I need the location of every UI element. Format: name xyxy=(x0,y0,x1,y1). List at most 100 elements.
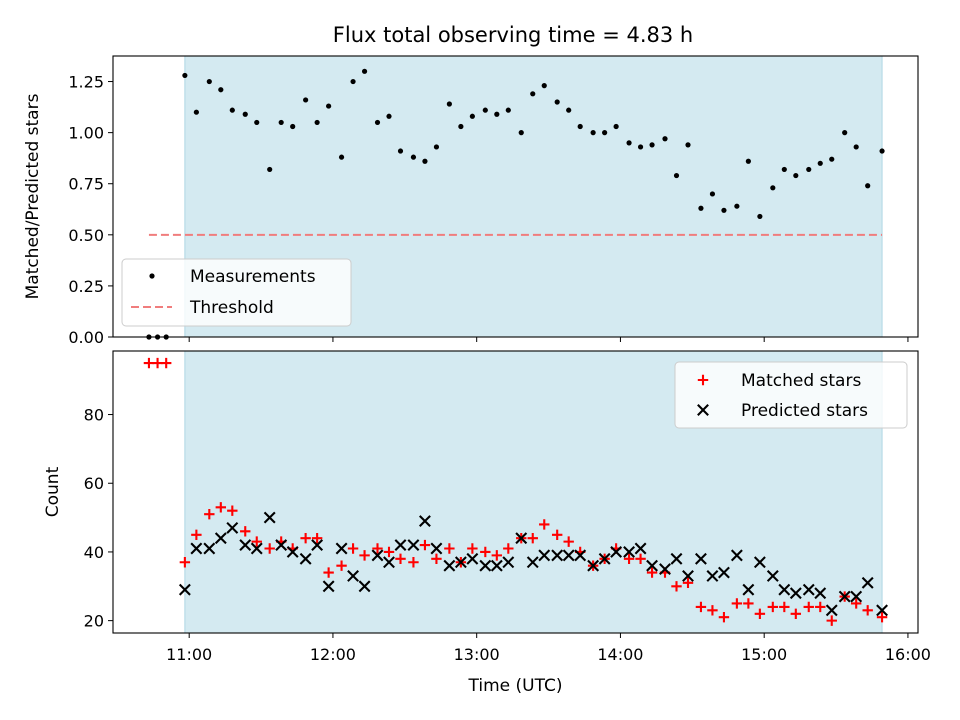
bottom-data-marks xyxy=(143,357,889,626)
top-legend: Measurements Threshold xyxy=(121,258,352,327)
predicted-star-point xyxy=(394,539,407,552)
matched-star-point xyxy=(336,560,347,571)
predicted-star-point xyxy=(358,580,371,593)
measurement-point xyxy=(709,191,716,197)
measurement-point xyxy=(829,156,835,162)
predicted-star-point xyxy=(371,549,384,562)
predicted-star-point xyxy=(623,545,636,558)
top-y-tick-label: 0.25 xyxy=(68,277,104,296)
predicted-star-point xyxy=(789,587,802,600)
predicted-star-point xyxy=(239,539,252,552)
measurement-point xyxy=(865,183,871,189)
matched-star-point xyxy=(779,601,790,613)
measurement-point xyxy=(530,91,536,97)
top-axes-frame xyxy=(112,55,919,338)
predicted-star-point xyxy=(322,580,335,593)
matched-star-point xyxy=(563,536,574,547)
predicted-star-point xyxy=(479,559,492,572)
predicted-star-point xyxy=(299,552,312,565)
top-y-tick-label: 0.00 xyxy=(68,328,104,347)
chart-title: Flux total observing time = 4.83 h xyxy=(333,23,693,47)
legend-label-threshold: Threshold xyxy=(189,298,274,318)
matched-star-point xyxy=(300,532,311,544)
predicted-star-point xyxy=(802,583,815,596)
measurement-point xyxy=(303,97,309,103)
predicted-star-point xyxy=(634,542,647,555)
matched-star-point xyxy=(372,543,383,554)
matched-star-point xyxy=(803,601,814,613)
predicted-star-point xyxy=(670,552,683,565)
matched-star-point xyxy=(718,612,730,623)
predicted-star-point xyxy=(526,556,539,569)
measurement-point xyxy=(590,130,596,136)
measurement-point xyxy=(793,172,799,179)
measurement-point xyxy=(361,68,368,74)
bottom-x-tick-label: 16:00 xyxy=(885,645,931,664)
matched-star-point xyxy=(539,519,550,530)
measurement-point xyxy=(518,130,524,136)
predicted-star-point xyxy=(466,552,479,565)
measurement-point xyxy=(422,158,428,164)
legend-frame xyxy=(674,361,908,429)
matched-star-point xyxy=(850,598,862,609)
predicted-star-point xyxy=(717,566,730,579)
predicted-star-point xyxy=(610,545,623,558)
matched-star-point xyxy=(707,605,718,616)
predicted-star-point xyxy=(825,604,838,617)
predicted-star-point xyxy=(347,570,360,582)
matched-star-point xyxy=(323,567,334,578)
top-y-axis: 0.00 0.25 0.50 0.75 1.00 1.25 xyxy=(68,73,113,347)
predicted-star-point xyxy=(778,583,791,596)
measurement-point xyxy=(410,154,417,160)
predicted-star-point xyxy=(562,549,575,562)
matched-star-point xyxy=(767,601,779,613)
matched-star-point xyxy=(408,557,419,568)
measurement-point xyxy=(206,78,212,85)
predicted-star-point xyxy=(250,542,263,555)
bottom-axes-frame xyxy=(112,350,919,634)
measurement-point xyxy=(577,123,583,130)
measurement-point xyxy=(685,142,691,148)
matched-star-point xyxy=(743,598,754,609)
predicted-star-point xyxy=(587,559,600,572)
predicted-star-point xyxy=(551,549,564,562)
predicted-star-point xyxy=(850,590,863,603)
bottom-y-axis: 20 40 60 80 xyxy=(84,406,113,631)
predicted-star-point xyxy=(454,556,467,569)
measurement-point xyxy=(505,107,511,113)
measurement-point xyxy=(817,160,823,166)
predicted-star-point xyxy=(742,583,755,596)
legend-label-matched: Matched stars xyxy=(741,371,861,391)
measurement-point xyxy=(350,78,356,85)
measurement-point xyxy=(433,144,440,150)
measurement-point xyxy=(541,83,547,89)
measurement-point xyxy=(267,166,273,173)
top-data-marks xyxy=(146,68,885,340)
measurement-point xyxy=(254,119,260,126)
predicted-star-point xyxy=(694,552,707,565)
bottom-y-tick-label: 80 xyxy=(84,406,104,425)
predicted-star-point xyxy=(490,559,503,572)
bottom-y-tick-label: 40 xyxy=(84,543,104,562)
predicted-star-point xyxy=(598,552,611,565)
matched-star-point xyxy=(240,526,251,537)
matched-star-point xyxy=(419,539,431,551)
predicted-star-point xyxy=(766,570,779,582)
legend-matched-swatch xyxy=(697,374,709,386)
matched-star-point xyxy=(467,543,478,554)
predicted-star-point xyxy=(226,521,239,534)
measurement-point xyxy=(770,185,776,191)
predicted-star-point xyxy=(861,576,874,589)
legend-predicted-swatch xyxy=(697,404,709,416)
matched-star-point xyxy=(503,543,514,554)
measurement-point xyxy=(229,107,235,113)
bottom-x-tick-label: 15:00 xyxy=(741,645,787,664)
measurement-point xyxy=(397,148,404,154)
top-y-tick-label: 0.75 xyxy=(68,175,104,194)
measurement-point xyxy=(698,205,704,211)
bottom-x-tick-label: 13:00 xyxy=(454,645,500,664)
measurement-point xyxy=(218,87,224,93)
predicted-star-point xyxy=(753,556,766,569)
predicted-star-point xyxy=(178,583,191,596)
measurement-point xyxy=(554,99,560,105)
